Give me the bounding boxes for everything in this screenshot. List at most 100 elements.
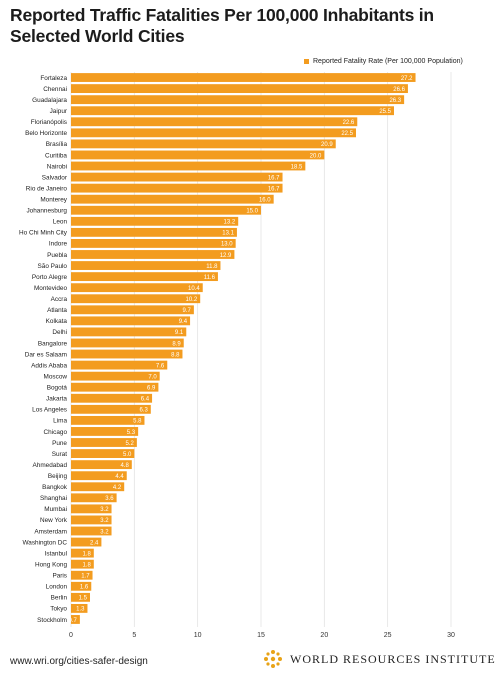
bar	[71, 194, 274, 204]
bar	[71, 515, 112, 525]
x-tick-label: 25	[384, 632, 392, 639]
bar	[71, 172, 283, 182]
value-label: 9.1	[175, 330, 184, 336]
bar	[71, 250, 235, 259]
bar	[71, 316, 191, 326]
value-label: 5.2	[126, 441, 135, 447]
category-label: São Paulo	[38, 263, 68, 270]
x-tick-label: 5	[132, 632, 136, 639]
category-label: Jakarta	[46, 396, 67, 403]
category-label: Chicago	[44, 429, 68, 436]
bar	[71, 471, 127, 481]
category-label: Guadalajara	[32, 97, 67, 104]
bar	[71, 183, 283, 193]
bar	[71, 559, 94, 569]
value-label: 1.5	[79, 596, 88, 602]
value-label: 1.3	[76, 607, 85, 613]
category-label: Lima	[53, 418, 67, 425]
category-label: Pune	[52, 440, 67, 447]
value-label: 4.2	[113, 485, 122, 491]
bar	[71, 261, 221, 270]
value-label: 22.6	[343, 120, 355, 126]
bar	[71, 482, 125, 492]
category-label: Bangalore	[38, 340, 68, 347]
value-label: 16.7	[268, 186, 280, 192]
x-tick-label: 10	[194, 632, 202, 639]
category-label: Brasília	[46, 141, 68, 148]
bar	[71, 216, 239, 226]
x-tick-label: 15	[257, 632, 265, 639]
bar	[71, 526, 112, 536]
category-label: Nairobi	[47, 163, 67, 170]
category-label: Shanghai	[40, 495, 67, 502]
bar	[71, 592, 90, 602]
bar	[71, 73, 416, 82]
category-label: Belo Horizonte	[25, 130, 67, 137]
bar	[71, 603, 88, 613]
category-label: Monterey	[40, 196, 67, 203]
value-label: 0.7	[69, 618, 78, 624]
bar	[71, 117, 358, 127]
category-label: Beijing	[48, 473, 68, 480]
bar	[71, 139, 336, 149]
value-label: 5.0	[123, 452, 132, 458]
value-label: 3.2	[100, 507, 109, 513]
category-label: Chennai	[43, 86, 67, 93]
value-label: 11.6	[204, 275, 216, 281]
bar	[71, 460, 132, 470]
category-label: New York	[40, 517, 68, 524]
value-label: 3.6	[105, 496, 114, 502]
chart-title: Reported Traffic Fatalities Per 100,000 …	[10, 5, 434, 46]
value-label: 18.5	[291, 164, 303, 170]
bar	[71, 283, 203, 293]
category-label: Amsterdam	[34, 528, 67, 535]
value-label: 16.0	[259, 197, 271, 203]
value-label: 1.8	[82, 551, 91, 557]
category-label: Kolkata	[46, 318, 68, 325]
value-label: 25.5	[379, 109, 391, 115]
x-tick-label: 0	[69, 632, 73, 639]
bar	[71, 615, 80, 624]
category-label: Rio de Janeiro	[26, 185, 68, 192]
category-label: Surat	[52, 451, 67, 458]
value-label: 6.4	[141, 397, 150, 403]
value-label: 26.6	[393, 87, 405, 93]
bar	[71, 338, 184, 348]
wri-logo-icon	[264, 650, 282, 668]
category-label: Johannesburg	[26, 208, 67, 215]
category-label: Tokyo	[50, 606, 67, 613]
category-label: Florianópolis	[31, 119, 67, 126]
category-label: Porto Alegre	[32, 274, 68, 281]
bar	[71, 570, 93, 580]
footer-logo: WORLD RESOURCES INSTITUTE	[262, 648, 496, 670]
value-label: 8.8	[171, 352, 180, 358]
bar	[71, 548, 94, 558]
value-label: 1.7	[81, 574, 90, 580]
bar	[71, 128, 356, 138]
bar	[71, 272, 218, 282]
bar	[71, 504, 112, 514]
bar	[71, 205, 261, 215]
value-label: 27.2	[401, 76, 413, 82]
bar	[71, 84, 408, 94]
category-label: Dar es Salaam	[25, 351, 67, 358]
value-label: 22.5	[341, 131, 353, 137]
category-label: Washington DC	[22, 539, 67, 546]
value-label: 6.3	[139, 408, 148, 414]
x-tick-label: 20	[320, 632, 328, 639]
bar	[71, 294, 201, 304]
value-label: 4.4	[115, 474, 124, 480]
value-label: 2.4	[90, 540, 99, 546]
value-label: 11.8	[206, 264, 218, 270]
category-label: Montevideo	[34, 285, 67, 292]
value-label: 10.2	[186, 297, 198, 303]
category-label: Indore	[49, 241, 68, 248]
category-label: Moscow	[44, 373, 68, 380]
value-label: 13.2	[224, 220, 236, 226]
bar	[71, 371, 160, 381]
category-label: Hong Kong	[35, 561, 67, 568]
category-label: Leon	[53, 219, 68, 226]
value-label: 6.9	[147, 386, 156, 392]
bar	[71, 449, 135, 458]
value-label: 10.4	[188, 286, 200, 292]
